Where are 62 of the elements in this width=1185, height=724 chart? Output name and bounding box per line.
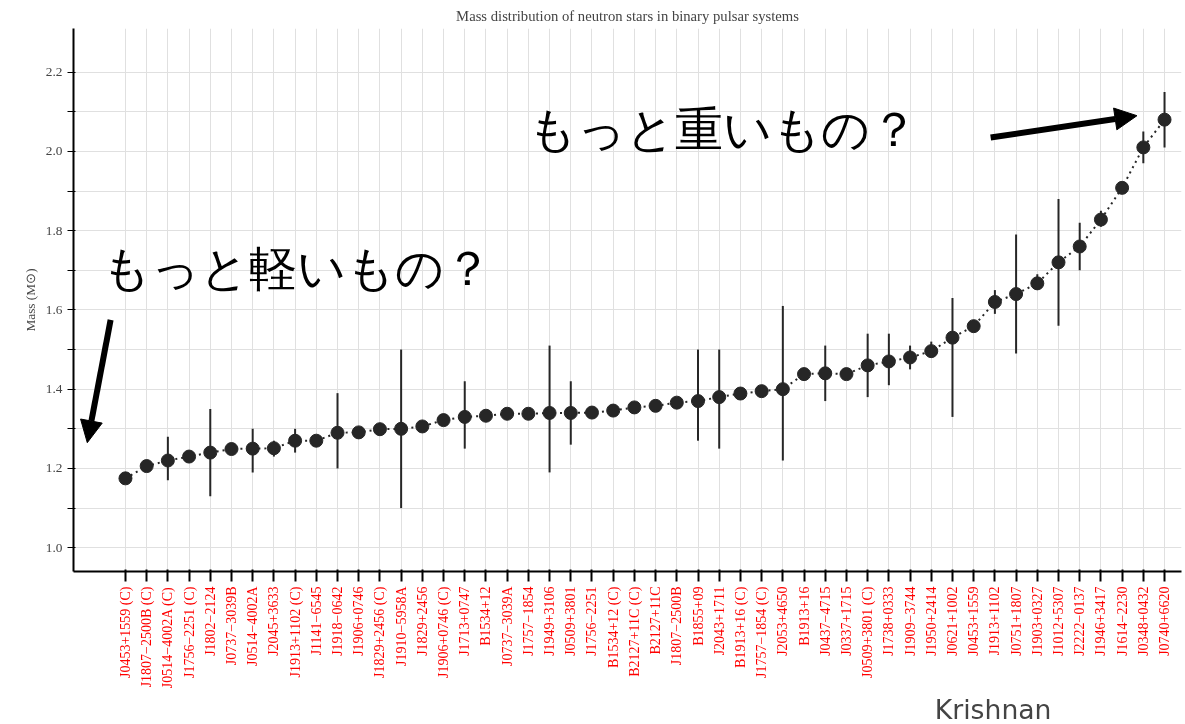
x-tick-label: B1534+12 (C) bbox=[605, 586, 622, 668]
x-tick-label: J0509+3801 (C) bbox=[860, 586, 877, 679]
x-tick-label: J1829+2456 bbox=[414, 586, 430, 656]
y-tick-label: 1.6 bbox=[45, 301, 63, 317]
x-tick-label: J1949+3106 bbox=[542, 586, 558, 656]
x-tick-label: J1807−2500B bbox=[669, 586, 685, 666]
x-tick-label: J1757−1854 (C) bbox=[754, 586, 771, 679]
text: Krishnan bbox=[934, 693, 1052, 724]
x-tick-label: J0737−3039A bbox=[499, 585, 515, 666]
x-tick-label: J1918−0642 bbox=[330, 586, 346, 656]
x-tick-label: J1738+0333 bbox=[881, 586, 897, 656]
x-tick-label: J0337+1715 bbox=[838, 586, 854, 656]
x-tick-label: J1713+0747 bbox=[457, 586, 473, 656]
x-tick-label: J1802−2124 bbox=[202, 586, 218, 656]
x-tick-label: J0514−4002A (C) bbox=[160, 586, 177, 689]
x-tick-label: J0751+1807 bbox=[1008, 586, 1024, 656]
x-tick-label: J0453+1559 (C) bbox=[117, 586, 134, 679]
x-tick-label: J2222−0137 bbox=[1072, 586, 1088, 656]
y-tick-label: 1.2 bbox=[45, 460, 63, 476]
x-tick-label: J1012+5307 bbox=[1051, 586, 1067, 656]
y-tick-label: 1.4 bbox=[45, 381, 63, 397]
x-tick-label: J2045+3633 bbox=[266, 586, 282, 656]
x-tick-label: B1534+12 bbox=[478, 586, 494, 646]
x-tick-label: J0509+3801 bbox=[563, 586, 579, 656]
y-tick-label: 1.0 bbox=[45, 539, 63, 555]
x-tick-label: J1906+0746 (C) bbox=[436, 586, 453, 679]
x-tick-label: J2043+1711 bbox=[711, 586, 727, 656]
x-tick-label: J1950+2414 bbox=[923, 586, 939, 656]
y-axis-title: Mass (M⊙) bbox=[22, 268, 38, 332]
x-tick-label: J1913+1102 bbox=[987, 586, 1003, 656]
x-tick-label: B1913+16 (C) bbox=[732, 586, 749, 668]
y-tick-label: 2.2 bbox=[45, 64, 63, 80]
chart-title: Mass distribution of neutron stars in binary pulsar systems bbox=[456, 7, 800, 24]
x-tick-label: J0737−3039B bbox=[223, 586, 239, 666]
x-tick-label: J2053+4650 bbox=[775, 586, 791, 656]
x-tick-label: J0621+1002 bbox=[944, 586, 960, 656]
x-tick-label: J1906+0746 bbox=[351, 586, 367, 656]
y-tick-label: 1.8 bbox=[45, 222, 63, 238]
x-tick-label: J1910−5958A bbox=[393, 585, 409, 666]
x-tick-label: B1855+09 bbox=[690, 586, 706, 646]
x-tick-label: J0437−4715 bbox=[817, 586, 833, 656]
x-tick-label: J1614−2230 bbox=[1114, 586, 1130, 656]
x-tick-label: J0740+6620 bbox=[1157, 586, 1173, 656]
x-tick-label: J0453+1559 bbox=[966, 586, 982, 656]
x-tick-label: J1756−2251 (C) bbox=[181, 586, 198, 679]
x-tick-label: J1141−6545 bbox=[308, 586, 324, 656]
x-tick-label: J0348+0432 bbox=[1135, 586, 1151, 656]
x-tick-label: J1903+0327 bbox=[1029, 586, 1045, 656]
annotation: もっと軽いもの？ bbox=[102, 240, 493, 297]
x-tick-label: J1946+3417 bbox=[1093, 586, 1109, 656]
x-tick-label: J1807−2500B (C) bbox=[139, 586, 156, 688]
x-tick-label: J1756−2251 bbox=[584, 586, 600, 656]
x-tick-label: J1829+2456 (C) bbox=[372, 586, 389, 679]
y-tick-label: 2.0 bbox=[45, 143, 63, 159]
x-tick-label: J1757−1854 bbox=[520, 586, 536, 656]
x-tick-label: J1909−3744 bbox=[902, 586, 918, 656]
annotation: もっと重いもの？ bbox=[528, 101, 919, 158]
x-tick-label: J1913+1102 (C) bbox=[287, 586, 304, 678]
x-tick-label: J0514−4002A bbox=[245, 585, 261, 666]
x-tick-label: B2127+11C bbox=[648, 586, 664, 655]
x-tick-label: B2127+11C (C) bbox=[626, 586, 643, 677]
x-tick-label: B1913+16 bbox=[796, 586, 812, 646]
